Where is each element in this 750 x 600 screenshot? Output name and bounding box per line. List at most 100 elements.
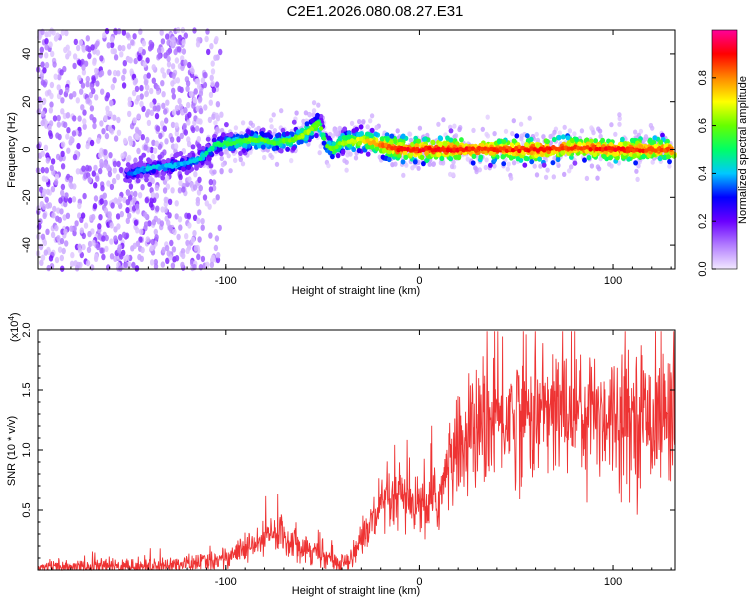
ridge-point (181, 166, 186, 172)
halo-point (532, 163, 537, 169)
halo-point (609, 163, 614, 169)
halo-point (233, 157, 238, 163)
halo-point (307, 112, 313, 118)
noise-point (163, 196, 168, 203)
ridge-core-point (198, 156, 203, 162)
noise-point (82, 118, 87, 125)
ridge-point (190, 144, 196, 150)
ridge-point (397, 138, 403, 144)
noise-point (158, 132, 163, 140)
halo-point (438, 160, 444, 166)
noise-point (116, 129, 122, 136)
noise-point (154, 192, 160, 199)
noise-point (166, 55, 171, 63)
ridge-core-point (585, 145, 590, 150)
noise-point (143, 144, 148, 151)
ridge-point (651, 139, 657, 145)
halo-point (334, 130, 340, 136)
noise-point (193, 171, 198, 178)
ridge-point (260, 144, 266, 150)
noise-point (40, 61, 45, 68)
halo-point (226, 153, 231, 159)
ridge-point (385, 136, 390, 142)
halo-point (213, 120, 218, 126)
snr-panel: -100 0 100 0.5 1.0 1.5 2.0 Height of straight … (6, 312, 676, 597)
halo-point (503, 128, 509, 134)
ridge-point (284, 131, 290, 137)
halo-point (567, 128, 573, 134)
noise-point (111, 177, 117, 185)
ridge-point (227, 145, 233, 152)
ridge-point (314, 132, 319, 139)
noise-point (155, 125, 161, 132)
halo-point (483, 164, 488, 171)
spectrogram-y-label: Frequency (Hz) (6, 112, 18, 188)
noise-point (85, 142, 90, 150)
ridge-core-point (266, 140, 271, 145)
ridge-point (330, 154, 335, 160)
halo-point (311, 108, 317, 114)
noise-point (48, 255, 54, 262)
noise-point (151, 77, 156, 84)
noise-point (169, 239, 174, 247)
noise-point (92, 122, 97, 130)
noise-point (149, 87, 154, 95)
ridge-point (335, 153, 341, 159)
noise-point (203, 104, 208, 111)
noise-point (138, 46, 143, 54)
noise-point (154, 234, 159, 241)
noise-point (45, 157, 50, 164)
noise-point (79, 88, 84, 95)
ridge-core-point (182, 160, 187, 165)
noise-point (200, 255, 206, 263)
noise-point (187, 176, 192, 183)
noise-point (85, 35, 91, 42)
noise-point (178, 179, 183, 187)
noise-point (127, 212, 132, 219)
noise-point (166, 61, 172, 68)
noise-point (112, 114, 117, 121)
noise-point (95, 80, 100, 87)
noise-point (133, 77, 139, 85)
noise-point (121, 74, 126, 82)
ridge-point (386, 156, 392, 163)
ridge-point (638, 144, 644, 150)
ridge-point (496, 139, 502, 145)
spectrogram-x-label: Height of straight line (km) (292, 285, 420, 297)
ridge-point (161, 159, 167, 165)
ridge-point (544, 139, 550, 145)
noise-point (215, 256, 221, 264)
halo-point (348, 151, 353, 157)
noise-point (71, 130, 77, 137)
noise-point (125, 217, 130, 224)
noise-point (100, 88, 105, 95)
halo-point (220, 162, 226, 168)
noise-point (205, 261, 210, 268)
noise-point (160, 80, 165, 87)
noise-point (87, 240, 93, 248)
noise-point (139, 100, 144, 108)
noise-point (60, 163, 66, 170)
ridge-point (351, 128, 357, 134)
noise-point (180, 261, 185, 269)
ridge-point (442, 141, 448, 147)
noise-point (106, 42, 111, 49)
halo-point (436, 121, 441, 127)
noise-point (143, 221, 149, 228)
noise-point (174, 122, 179, 129)
ridge-point (207, 156, 212, 162)
noise-point (165, 99, 170, 106)
ridge-core-point (387, 144, 392, 149)
noise-point (113, 135, 119, 142)
ridge-point (196, 143, 202, 149)
snr-ticks: -100 0 100 0.5 1.0 1.5 2.0 (21, 322, 675, 588)
noise-point (174, 213, 179, 220)
halo-point (262, 154, 267, 161)
noise-point (49, 164, 54, 172)
noise-point (133, 219, 139, 226)
noise-point (208, 186, 214, 193)
noise-point (149, 146, 154, 154)
noise-point (188, 90, 194, 98)
ridge-point (652, 135, 658, 141)
ridge-point (355, 132, 361, 138)
